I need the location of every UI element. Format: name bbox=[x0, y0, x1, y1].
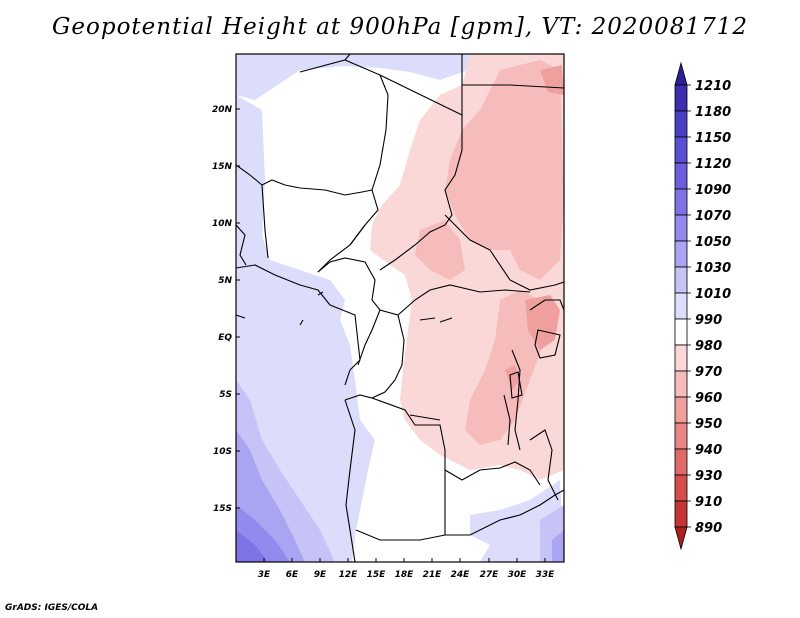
lat-tick-label: 5N bbox=[218, 276, 232, 286]
lon-tick-label: 18E bbox=[395, 570, 415, 580]
colorbar-swatch bbox=[674, 292, 688, 320]
colorbar-label: 1180 bbox=[695, 105, 731, 120]
colorbar-top-arrow bbox=[674, 61, 688, 86]
colorbar-label: 980 bbox=[695, 339, 722, 354]
colorbar-swatch bbox=[674, 344, 688, 372]
colorbar-bottom-arrow bbox=[674, 526, 688, 551]
lon-tick-label: 24E bbox=[451, 570, 471, 580]
colorbar-swatch bbox=[674, 136, 688, 164]
colorbar-label: 940 bbox=[695, 443, 722, 458]
colorbar-label: 1050 bbox=[695, 235, 731, 250]
colorbar-swatch bbox=[674, 214, 688, 242]
lon-tick-label: 21E bbox=[423, 570, 443, 580]
lon-tick-label: 30E bbox=[508, 570, 528, 580]
colorbar-swatch bbox=[674, 84, 688, 112]
colorbar-label: 930 bbox=[695, 469, 722, 484]
lat-tick-label: 15N bbox=[212, 162, 233, 172]
lat-tick-label: 5S bbox=[219, 390, 232, 400]
lon-tick-label: 27E bbox=[480, 570, 500, 580]
colorbar-label: 1120 bbox=[695, 157, 731, 172]
colorbar-swatch bbox=[674, 110, 688, 138]
height-field-shading bbox=[236, 54, 564, 562]
lat-tick-label: EQ bbox=[218, 333, 232, 343]
colorbar-label: 970 bbox=[695, 365, 722, 380]
colorbar-label: 1070 bbox=[695, 209, 731, 224]
lat-tick-label: 10S bbox=[213, 447, 232, 457]
colorbar-swatch bbox=[674, 162, 688, 190]
latitude-axis: 20N 15N 10N 5N EQ 5S 10S 15S bbox=[212, 105, 240, 514]
longitude-axis: 3E 6E 9E 12E 15E 18E 21E 24E 27E 30E 33E bbox=[258, 558, 555, 580]
footer-credit: GrADS: IGES/COLA bbox=[5, 603, 99, 613]
lat-tick-label: 10N bbox=[212, 219, 233, 229]
colorbar-swatch bbox=[674, 318, 688, 346]
lon-tick-label: 6E bbox=[286, 570, 299, 580]
colorbar-swatch bbox=[674, 422, 688, 450]
colorbar: 1210 1180 1150 1120 1090 1070 1050 1030 1010 990 9… bbox=[674, 61, 731, 551]
colorbar-swatch bbox=[674, 188, 688, 216]
lon-tick-label: 15E bbox=[367, 570, 387, 580]
colorbar-label: 990 bbox=[695, 313, 722, 328]
colorbar-label: 1210 bbox=[695, 79, 731, 94]
colorbar-swatch bbox=[674, 266, 688, 294]
lon-tick-label: 9E bbox=[314, 570, 327, 580]
colorbar-swatch bbox=[674, 474, 688, 502]
colorbar-label: 910 bbox=[695, 495, 722, 510]
colorbar-swatch bbox=[674, 500, 688, 528]
lat-tick-label: 15S bbox=[213, 504, 232, 514]
lon-tick-label: 12E bbox=[339, 570, 359, 580]
lon-tick-label: 3E bbox=[258, 570, 271, 580]
colorbar-swatch bbox=[674, 370, 688, 398]
colorbar-swatch bbox=[674, 240, 688, 268]
colorbar-label: 1030 bbox=[695, 261, 731, 276]
colorbar-label: 960 bbox=[695, 391, 722, 406]
chart-title: Geopotential Height at 900hPa [gpm], VT:… bbox=[52, 14, 748, 40]
colorbar-label: 1010 bbox=[695, 287, 731, 302]
colorbar-label: 950 bbox=[695, 417, 722, 432]
map-frame bbox=[235, 53, 565, 563]
country-boundaries bbox=[236, 54, 564, 562]
colorbar-label: 1150 bbox=[695, 131, 731, 146]
lon-tick-label: 33E bbox=[536, 570, 556, 580]
colorbar-swatch bbox=[674, 448, 688, 476]
colorbar-swatch bbox=[674, 396, 688, 424]
colorbar-label: 1090 bbox=[695, 183, 731, 198]
lat-tick-label: 20N bbox=[212, 105, 233, 115]
colorbar-label: 890 bbox=[695, 521, 722, 536]
